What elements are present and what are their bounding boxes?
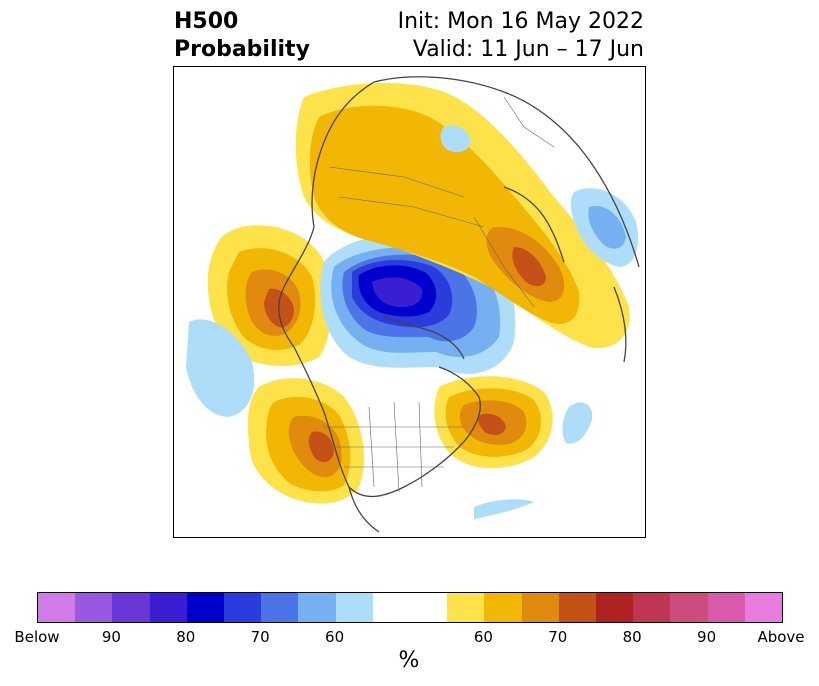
subtropical-trough [474,499,534,519]
colorbar-segment [372,593,411,622]
colorbar-tick-labels: Below 90 80 70 60 60 70 80 90 Above [0,628,819,648]
colorbar-segment [447,593,485,622]
colorbar-tick-label: 60 [473,628,493,646]
west-na-ridge [247,378,364,504]
colorbar-segment [633,593,671,622]
arctic-small-trough [440,125,471,153]
colorbar-segment [670,593,708,622]
arctic-trough [320,233,516,374]
colorbar-tick-label: 90 [101,628,121,646]
colorbar-segment [335,593,373,622]
colorbar-tick-label: 90 [697,628,717,646]
pacific-trough [186,319,255,417]
map-date-info: Init: Mon 16 May 2022 Valid: 11 Jun – 17… [398,8,644,64]
valid-range: Valid: 11 Jun – 17 Jun [412,37,644,62]
colorbar-segment [38,593,76,622]
colorbar-segment [558,593,597,622]
colorbar-segment [298,593,336,622]
east-na-ridge [434,376,553,469]
coastlines [278,76,640,533]
colorbar-segment [744,593,783,622]
colorbar-segment [224,593,262,622]
borders [324,96,555,493]
colorbar-segment [484,593,522,622]
colorbar-segment [75,593,113,622]
colorbar-segment [261,593,299,622]
colorbar-tick-label: 80 [622,628,642,646]
colorbar-tick-label: 70 [250,628,270,646]
colorbar-tick-label: Above [757,628,805,646]
map-title: H500 Probability [174,8,310,64]
colorbar-tick-label: 70 [548,628,568,646]
colorbar-unit: % [398,648,420,673]
title-product: Probability [174,37,310,62]
colorbar-tick-label: 60 [325,628,345,646]
colorbar-segment [149,593,187,622]
colorbar-tick-label: Below [14,628,60,646]
colorbar-segment [112,593,150,622]
polar-map [173,66,646,538]
title-variable: H500 [174,9,239,34]
colorbar-segment [186,593,225,622]
colorbar-tick-label: 80 [176,628,196,646]
colorbar-segment [410,593,448,622]
probability-map-canvas [186,76,640,533]
eurasia-ridge [295,82,630,348]
colorbar-segment [596,593,634,622]
init-date: Init: Mon 16 May 2022 [397,9,644,34]
colorbar-segment [521,593,559,622]
probability-colorbar [37,592,783,623]
siberia-trough-core [588,206,626,249]
atlantic-trough [562,402,593,444]
colorbar-segment [707,593,745,622]
